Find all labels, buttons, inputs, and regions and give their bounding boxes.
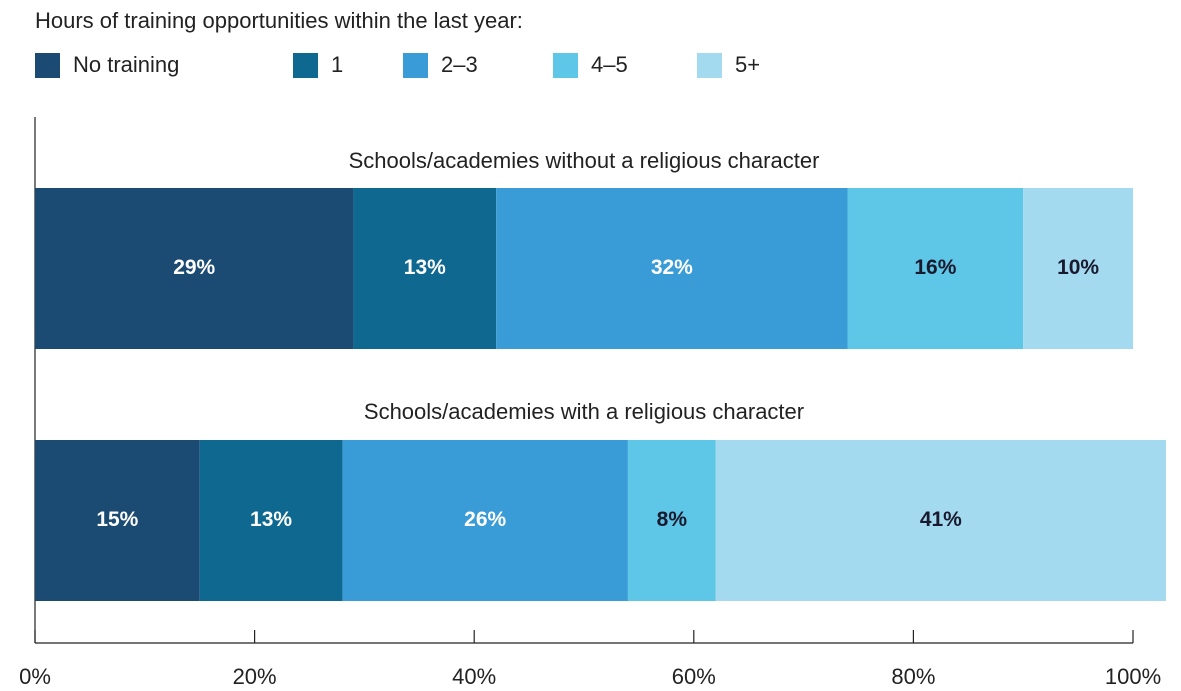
bar-segment bbox=[496, 188, 848, 349]
legend-swatch bbox=[553, 53, 578, 78]
bar-segment bbox=[627, 440, 716, 601]
bar-segment bbox=[715, 440, 1166, 601]
legend-label: 1 bbox=[331, 52, 343, 77]
bar-segment bbox=[353, 188, 497, 349]
legend-swatch bbox=[403, 53, 428, 78]
x-tick-label: 60% bbox=[672, 664, 716, 689]
data-label: 15% bbox=[96, 508, 138, 531]
bar-segment bbox=[342, 440, 628, 601]
bar-segment bbox=[35, 440, 200, 601]
legend-label: 2–3 bbox=[441, 52, 478, 77]
legend-title: Hours of training opportunities within t… bbox=[35, 8, 523, 33]
data-label: 13% bbox=[404, 256, 446, 279]
legend-swatch bbox=[35, 53, 60, 78]
data-label: 41% bbox=[920, 508, 962, 531]
bar-segment bbox=[199, 440, 343, 601]
legend-label: 5+ bbox=[735, 52, 760, 77]
legend-swatch bbox=[293, 53, 318, 78]
data-label: 10% bbox=[1057, 256, 1099, 279]
data-label: 16% bbox=[914, 256, 956, 279]
x-tick-label: 40% bbox=[452, 664, 496, 689]
bar-segment bbox=[1023, 188, 1133, 349]
bar-segment bbox=[35, 188, 354, 349]
bar-segment bbox=[847, 188, 1024, 349]
data-label: 29% bbox=[173, 256, 215, 279]
data-label: 32% bbox=[651, 256, 693, 279]
data-label: 13% bbox=[250, 508, 292, 531]
category-label: Schools/academies without a religious ch… bbox=[349, 148, 820, 173]
legend-swatch bbox=[697, 53, 722, 78]
category-label: Schools/academies with a religious chara… bbox=[364, 399, 804, 424]
x-tick-label: 0% bbox=[19, 664, 51, 689]
data-label: 8% bbox=[657, 508, 688, 531]
legend-label: No training bbox=[73, 52, 179, 77]
x-tick-label: 100% bbox=[1105, 664, 1161, 689]
x-tick-label: 80% bbox=[891, 664, 935, 689]
legend-label: 4–5 bbox=[591, 52, 628, 77]
x-tick-label: 20% bbox=[233, 664, 277, 689]
data-label: 26% bbox=[464, 508, 506, 531]
